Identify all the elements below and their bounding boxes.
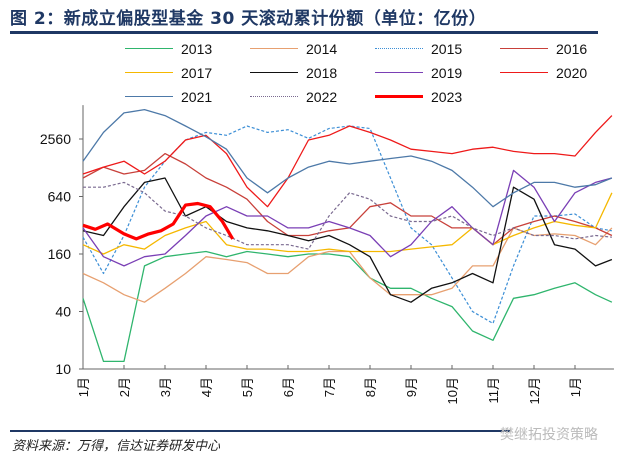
legend-label: 2021 bbox=[181, 88, 213, 105]
legend-label: 2019 bbox=[431, 64, 463, 81]
legend-item-2016: 2016 bbox=[500, 38, 625, 59]
watermark: 樊继拓投资策略 bbox=[500, 427, 598, 443]
x-tick-label: 11月 bbox=[486, 377, 501, 404]
legend-label: 2015 bbox=[431, 40, 463, 57]
x-tick-label: 2月 bbox=[117, 377, 132, 397]
legend-swatch bbox=[250, 48, 298, 49]
legend: 2013 2014 2015 2016 2017 2018 2019 2020 2021 2022… bbox=[125, 38, 625, 107]
y-tick-label: 640 bbox=[48, 189, 72, 205]
legend-label: 2022 bbox=[306, 88, 338, 105]
series-line-2014 bbox=[82, 227, 613, 303]
x-tick-label: 5月 bbox=[240, 377, 255, 397]
source-note: 资料来源：万得，信达证券研发中心 bbox=[12, 439, 221, 454]
y-tick-label: 40 bbox=[55, 304, 71, 320]
legend-label: 2016 bbox=[556, 40, 588, 57]
legend-swatch bbox=[500, 48, 548, 49]
series-line-2021 bbox=[82, 108, 613, 208]
legend-label: 2023 bbox=[431, 88, 463, 105]
legend-label: 2014 bbox=[306, 40, 338, 57]
legend-label: 2017 bbox=[181, 64, 213, 81]
legend-swatch bbox=[500, 72, 548, 73]
legend-item-2018: 2018 bbox=[250, 62, 375, 83]
legend-item-2023: 2023 bbox=[375, 86, 500, 107]
legend-swatch bbox=[250, 96, 298, 97]
legend-swatch bbox=[375, 72, 423, 73]
series-line-2018 bbox=[82, 177, 613, 303]
y-tick-label: 2560 bbox=[40, 131, 71, 147]
legend-label: 2020 bbox=[556, 64, 588, 81]
legend-swatch bbox=[250, 72, 298, 73]
legend-swatch bbox=[375, 48, 423, 49]
legend-item-2019: 2019 bbox=[375, 62, 500, 83]
x-tick-label: 6月 bbox=[281, 377, 296, 397]
series-line-2020 bbox=[82, 115, 613, 208]
x-tick-label: 1月 bbox=[568, 377, 583, 397]
x-tick-label: 1月 bbox=[76, 377, 91, 397]
x-tick-label: 7月 bbox=[322, 377, 337, 397]
x-tick-label: 8月 bbox=[363, 377, 378, 397]
legend-item-2015: 2015 bbox=[375, 38, 500, 59]
x-tick-label: 9月 bbox=[404, 377, 419, 397]
x-tick-label: 4月 bbox=[199, 377, 214, 397]
legend-swatch bbox=[125, 72, 173, 73]
series-line-2013 bbox=[82, 250, 613, 363]
series-line-2017 bbox=[82, 192, 613, 255]
y-tick-label: 10 bbox=[55, 361, 71, 377]
legend-item-2020: 2020 bbox=[500, 62, 625, 83]
y-tick-label: 160 bbox=[48, 246, 72, 262]
legend-swatch bbox=[125, 96, 173, 97]
x-tick-label: 3月 bbox=[158, 377, 173, 397]
legend-item-2022: 2022 bbox=[250, 86, 375, 107]
title-divider bbox=[10, 31, 598, 34]
legend-item-2013: 2013 bbox=[125, 38, 250, 59]
series-line-2022 bbox=[83, 181, 612, 250]
series-line-2019 bbox=[82, 169, 613, 267]
legend-item-2021: 2021 bbox=[125, 86, 250, 107]
legend-swatch bbox=[375, 95, 423, 98]
legend-item-2014: 2014 bbox=[250, 38, 375, 59]
series-line-2023 bbox=[82, 201, 235, 241]
x-tick-label: 10月 bbox=[445, 377, 460, 404]
x-tick-label: 12月 bbox=[527, 377, 542, 404]
legend-label: 2013 bbox=[181, 40, 213, 57]
legend-swatch bbox=[125, 48, 173, 49]
legend-label: 2018 bbox=[306, 64, 338, 81]
footer-divider bbox=[10, 430, 510, 432]
legend-item-2017: 2017 bbox=[125, 62, 250, 83]
chart-title: 图 2：新成立偏股型基金 30 天滚动累计份额（单位：亿份） bbox=[10, 9, 487, 29]
